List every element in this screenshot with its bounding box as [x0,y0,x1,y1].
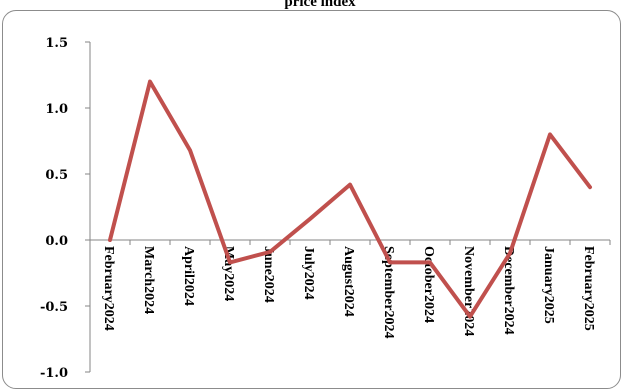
y-tick-label: 1.0 [45,102,68,117]
y-tick-labels: 1.5 1.0 0.5 0.0 -0.5 -1.0 [40,36,68,381]
data-point [588,185,592,189]
x-tick-label: September2024 [381,246,396,339]
x-tick-label: June2024 [261,246,276,303]
data-point [348,183,352,187]
data-point [428,260,432,264]
y-tick-label: 0.0 [45,234,68,249]
y-tick-label: -0.5 [40,300,68,315]
y-tick-label: -1.0 [40,366,68,381]
data-point [108,238,112,242]
axes [85,41,611,373]
x-tick-label: July2024 [301,246,316,300]
data-point [548,132,552,136]
y-tick-label: 1.5 [45,36,68,51]
x-tick-label: December2024 [501,246,516,335]
x-tick-label: February2024 [101,246,116,331]
y-tick-label: 0.5 [45,168,68,183]
data-point [228,260,232,264]
data-point [468,315,472,319]
data-point [508,251,512,255]
x-tick-label: August2024 [341,246,356,317]
x-tick-label: November2024 [461,246,476,336]
data-point [308,217,312,221]
x-tick-labels: February2024 March2024 April2024 May2024 Jun… [101,246,596,339]
x-tick-label: October2024 [421,246,436,323]
data-point [388,260,392,264]
series-layer [108,79,592,319]
chart-title: price index [284,0,356,10]
data-point [148,80,152,84]
x-tick-label: February2025 [581,246,596,331]
x-tick-label: March2024 [141,246,156,314]
chart-frame [2,10,621,389]
x-tick-label: January2025 [541,246,556,324]
data-point [188,148,192,152]
data-point [268,250,272,254]
x-tick-label: April2024 [181,246,196,306]
